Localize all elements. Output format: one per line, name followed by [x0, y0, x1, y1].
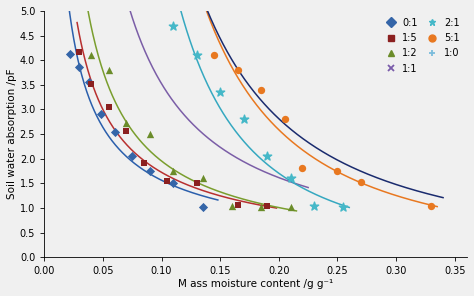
- Point: [170, 181, 177, 186]
- Point: [281, 117, 289, 122]
- Point: [76, 64, 83, 69]
- Point: [398, 186, 406, 191]
- Point: [428, 204, 435, 208]
- Point: [164, 179, 171, 184]
- Point: [105, 105, 112, 110]
- Point: [85, 80, 92, 85]
- Point: [322, 149, 329, 154]
- Point: [217, 90, 224, 95]
- Point: [287, 205, 294, 209]
- Point: [228, 203, 236, 208]
- Point: [170, 23, 177, 28]
- Point: [87, 81, 95, 86]
- Point: [146, 68, 154, 73]
- Point: [105, 68, 112, 73]
- Point: [339, 205, 347, 209]
- Point: [76, 50, 83, 55]
- Point: [193, 104, 201, 109]
- Point: [128, 50, 136, 55]
- Point: [287, 176, 294, 181]
- Point: [217, 127, 224, 131]
- Point: [257, 87, 265, 92]
- Point: [234, 203, 242, 207]
- X-axis label: M ass moisture content /g g⁻¹: M ass moisture content /g g⁻¹: [178, 279, 333, 289]
- Point: [123, 120, 130, 125]
- Point: [264, 154, 271, 159]
- Point: [87, 53, 95, 58]
- Point: [269, 107, 277, 112]
- Point: [264, 204, 271, 208]
- Point: [199, 205, 206, 209]
- Point: [234, 68, 242, 73]
- Point: [234, 147, 242, 151]
- Point: [275, 181, 283, 186]
- Point: [240, 75, 247, 80]
- Point: [193, 181, 201, 186]
- Point: [199, 176, 206, 181]
- Point: [369, 173, 376, 178]
- Point: [240, 117, 247, 122]
- Point: [97, 112, 104, 117]
- Point: [170, 168, 177, 173]
- Point: [292, 197, 300, 202]
- Point: [111, 130, 118, 134]
- Point: [146, 169, 154, 173]
- Point: [257, 205, 265, 209]
- Point: [66, 52, 74, 56]
- Point: [334, 169, 341, 173]
- Legend: 0:1, 1:5, 1:2, 1:1, 2:1, 5:1, 1:0: 0:1, 1:5, 1:2, 1:1, 2:1, 5:1, 1:0: [379, 16, 462, 76]
- Point: [346, 161, 353, 166]
- Point: [193, 53, 201, 58]
- Point: [123, 129, 130, 133]
- Point: [146, 132, 154, 136]
- Point: [140, 160, 148, 165]
- Point: [170, 87, 177, 92]
- Point: [292, 132, 300, 136]
- Point: [210, 31, 218, 36]
- Point: [210, 53, 218, 58]
- Y-axis label: Soil water absorption /pF: Soil water absorption /pF: [7, 69, 17, 199]
- Point: [128, 154, 136, 159]
- Point: [357, 180, 365, 185]
- Point: [422, 192, 429, 197]
- Point: [310, 203, 318, 208]
- Point: [252, 161, 259, 166]
- Point: [299, 165, 306, 170]
